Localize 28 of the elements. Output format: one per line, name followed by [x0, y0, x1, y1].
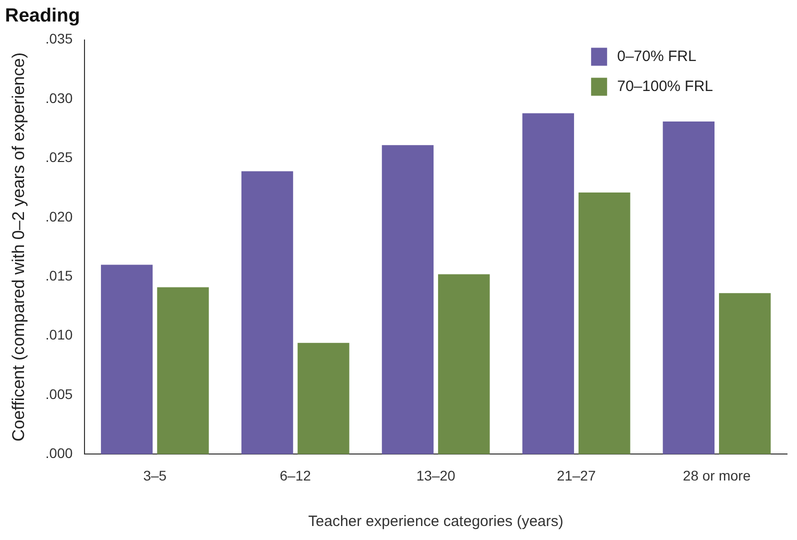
- y-tick-label: .035: [45, 30, 73, 47]
- bar: [522, 113, 574, 454]
- bar: [241, 171, 294, 454]
- legend-label: 0–70% FRL: [617, 48, 696, 65]
- y-axis-title: Coefficent (compared with 0–2 years of experience): [8, 52, 28, 442]
- bar: [719, 293, 771, 454]
- y-tick-label: .020: [45, 208, 73, 224]
- x-tick-label: 28 or more: [682, 467, 751, 484]
- y-tick-label: .005: [45, 386, 73, 402]
- x-tick-label: 13–20: [416, 467, 456, 484]
- y-tick-label: .025: [45, 149, 73, 166]
- y-tick-label: .010: [45, 326, 73, 343]
- legend-label: 70–100% FRL: [617, 78, 714, 95]
- bar: [578, 192, 630, 454]
- bar: [100, 264, 153, 454]
- y-tick-label: .000: [45, 445, 73, 462]
- bar: [157, 287, 209, 454]
- y-tick-label: .015: [45, 267, 73, 284]
- x-axis-title: Teacher experience categories (years): [308, 513, 564, 530]
- bar: [298, 342, 350, 454]
- x-tick-label: 6–12: [280, 467, 312, 484]
- bar: [438, 274, 490, 454]
- y-tick-label: .030: [45, 90, 73, 106]
- x-tick-label: 3–5: [143, 467, 167, 484]
- bar: [662, 121, 715, 454]
- x-tick-label: 21–27: [556, 467, 596, 484]
- chart-title: Reading: [5, 6, 80, 27]
- bar: [382, 145, 434, 454]
